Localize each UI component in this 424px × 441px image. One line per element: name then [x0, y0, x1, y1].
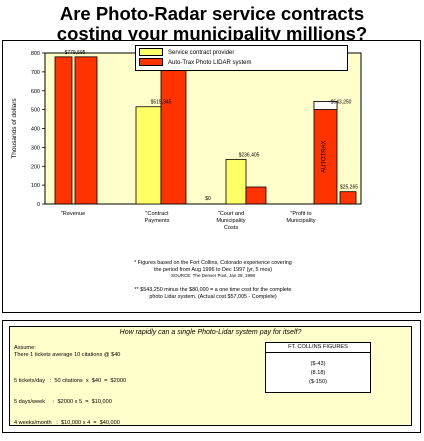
calc-assume: Assume: There 1 tickets average 10 citat…	[14, 345, 120, 358]
legend-label-contract: Service contract provider	[168, 50, 235, 56]
bar-revenue-a	[54, 56, 73, 205]
assume-text: There 1 tickets average 10 citations @ $…	[14, 351, 121, 358]
title-line-2: costing your municipality millions?	[56, 23, 368, 44]
calc-result-2: (8.18)	[310, 370, 326, 376]
note-line-5: photo Lidar system. (Actual cost $57,005…	[149, 293, 277, 300]
y-axis-label: Thousands of dollars	[11, 98, 18, 159]
page-title: Are Photo-Radar service contracts costin…	[0, 4, 424, 44]
x-tick-label: "Profit to	[290, 211, 311, 217]
label-court: $236,405	[239, 152, 260, 158]
calc-rows: 5 tickets/day : 50 citations x $40 = $20…	[14, 364, 126, 441]
legend-entry-contract: Service contract provider	[139, 48, 234, 59]
chart-panel: 0 100 200 300 400 500 600 700 800 Thousands of do…	[2, 40, 421, 313]
calc-row-2: 5 days/week : $2000 x 5 = $10,000	[14, 399, 112, 405]
y-tick-label: 600	[31, 89, 40, 95]
label-contract: $515,345	[151, 100, 172, 106]
bar-court-red	[245, 186, 267, 205]
legend-label-autotrax: Auto-Trax Photo LIDAR system	[168, 60, 252, 66]
y-tick-label: 0	[37, 202, 40, 208]
x-tick-label: Municipality	[216, 218, 245, 224]
calc-result-1: ($-43)	[310, 361, 326, 367]
y-tick-label: 200	[31, 164, 40, 170]
calc-question: How rapidly can a single Photo-Lidar sys…	[119, 329, 302, 336]
y-tick-label: 400	[31, 127, 40, 133]
note-line-4: ** $543,250 minus the $80,000 = a one ti…	[134, 287, 292, 293]
legend-entry-autotrax: Auto-Trax Photo LIDAR system	[139, 58, 251, 69]
calc-row-3: 4 weeks/month : $10,000 x 4 = $40,000	[14, 420, 120, 426]
assume-label: Assume:	[14, 345, 36, 351]
bar-profit-small	[339, 191, 357, 205]
x-tick-label: Payments	[145, 218, 170, 224]
x-tick-label: "Contract	[145, 211, 169, 217]
bar-revenue-b	[74, 56, 98, 205]
chart-note-source: * Figures based on the Fort Collins, Col…	[93, 260, 333, 280]
label-zero: $0	[205, 196, 211, 202]
x-tick-label: Municipality	[286, 218, 315, 224]
calc-row-1: 5 tickets/day : 50 citations x $40 = $20…	[14, 378, 127, 384]
bar-tag-autotrax: AUTOTRAX	[322, 140, 328, 173]
label-profit: $543,250	[331, 99, 352, 105]
legend-swatch-contract	[139, 48, 163, 57]
y-tick-label: 700	[31, 70, 40, 76]
note-line-3: SOURCE: The Denver Post, Jan 25, 1998	[171, 273, 255, 278]
calc-box-outer: How rapidly can a single Photo-Lidar sys…	[9, 326, 412, 426]
note-line-1: * Figures based on the Fort Collins, Col…	[134, 260, 292, 266]
x-tick-label: "Revenue	[61, 211, 85, 217]
legend-swatch-autotrax	[139, 58, 163, 67]
x-tick-label: Costs	[224, 225, 239, 231]
calc-result-3: ($-150)	[308, 379, 328, 385]
label-profit-small: $25,265	[340, 185, 358, 191]
y-tick-label: 500	[31, 108, 40, 114]
calc-panel: How rapidly can a single Photo-Lidar sys…	[2, 320, 421, 433]
label-revenue: $779,595	[65, 50, 86, 56]
title-line-1: Are Photo-Radar service contracts	[59, 3, 365, 24]
bar-contract-red	[160, 56, 187, 205]
bar-contract-yellow	[135, 106, 162, 205]
y-tick-label: 100	[31, 183, 40, 189]
chart-note-cost: ** $543,250 minus the $80,000 = a one ti…	[93, 287, 333, 300]
bar-court-yellow	[225, 158, 247, 205]
y-tick-label: 300	[31, 145, 40, 151]
x-tick-label: "Court and	[218, 211, 245, 217]
bar-chart: 0 100 200 300 400 500 600 700 800 Thousands of do…	[11, 50, 362, 231]
calc-results-header: FT. COLLINS FIGURES	[266, 343, 370, 353]
note-line-2: the period from Aug 1996 to Dec 1997 (yr…	[153, 266, 273, 273]
y-tick-label: 800	[31, 51, 40, 57]
chart-legend: Service contract provider Auto-Trax Phot…	[135, 45, 348, 71]
plot-area	[44, 52, 362, 205]
bar-profit-cap	[313, 101, 338, 110]
calc-results-box: FT. COLLINS FIGURES ($-43) (8.18) ($-150…	[265, 342, 371, 393]
